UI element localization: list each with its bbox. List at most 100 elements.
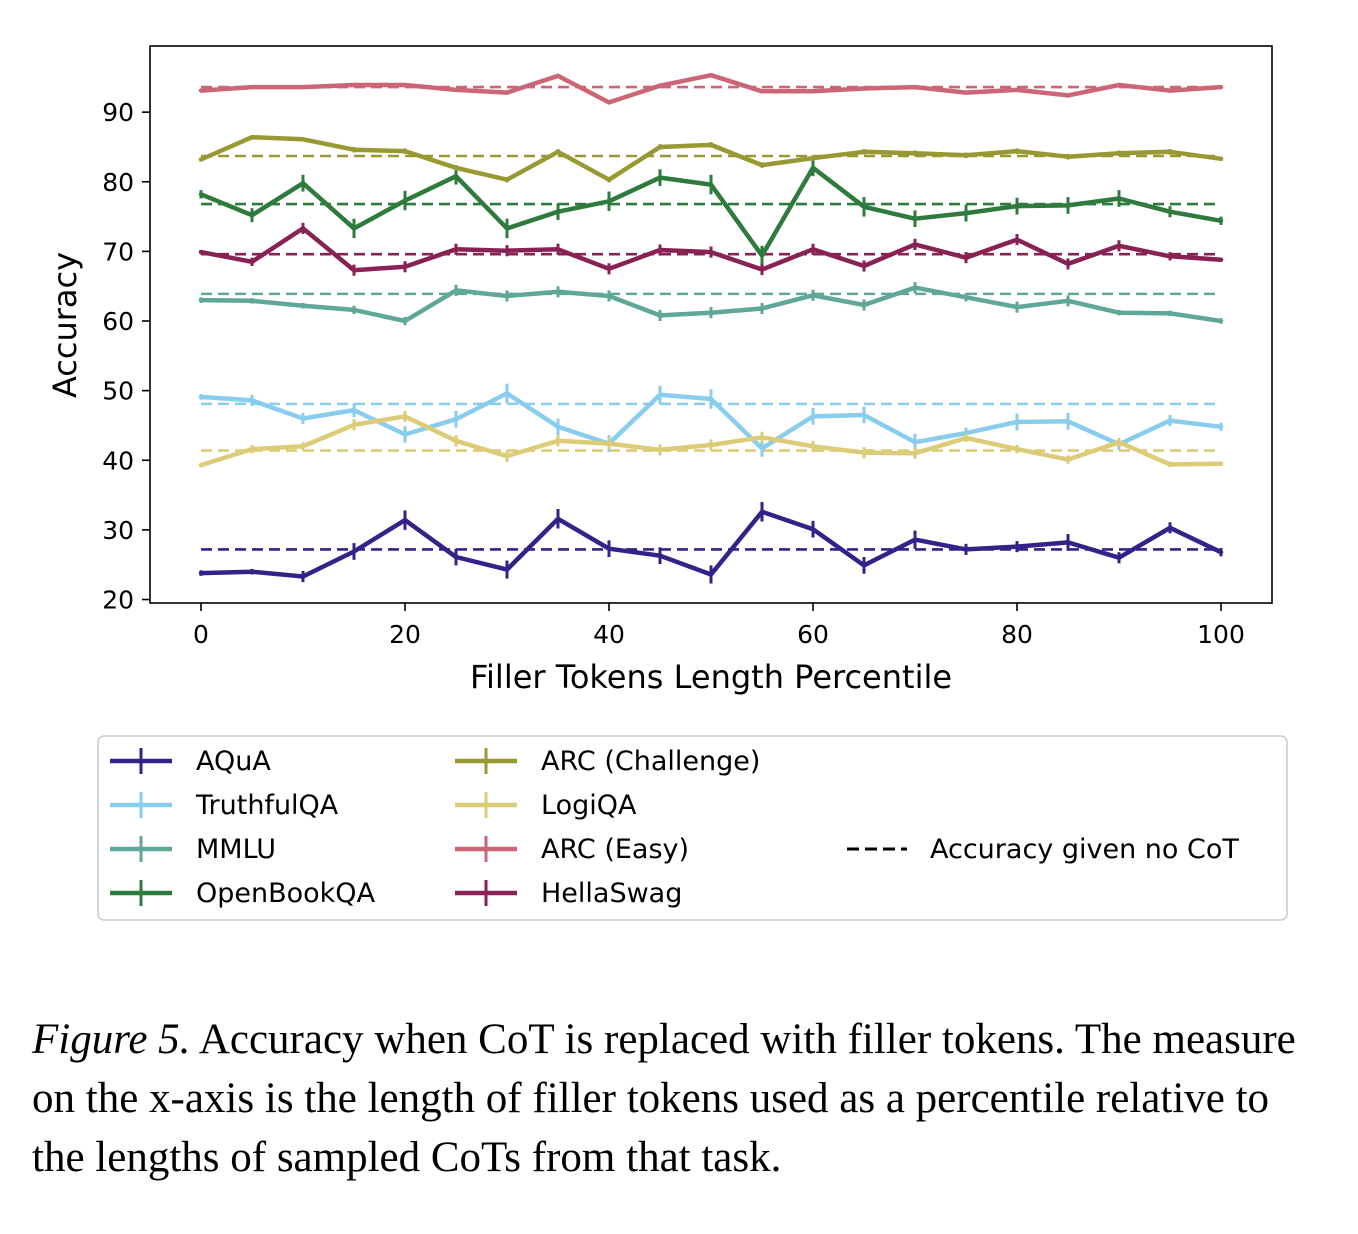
data-point [454,248,458,251]
series-mmlu [198,282,1224,326]
data-point [301,304,305,307]
data-point [964,256,968,259]
y-tick-label: 40 [102,446,134,475]
data-point [454,88,458,92]
data-point [352,227,356,230]
y-tick-label: 80 [102,168,134,197]
data-point [403,83,407,87]
data-point [760,254,764,257]
data-point [1117,556,1121,559]
legend-label: HellaSwag [541,878,682,909]
data-point [658,84,662,87]
data-point [1117,311,1121,314]
data-point [505,568,509,571]
data-point [709,311,713,314]
x-tick-label: 40 [593,620,625,649]
data-point [811,445,815,448]
data-point [811,166,815,170]
data-point [250,85,254,89]
data-point [913,452,917,455]
data-point [352,308,356,312]
data-point [1219,157,1223,160]
data-point [913,217,917,220]
data-point [505,249,509,252]
data-point [913,286,917,289]
data-point [607,200,611,203]
data-point [1015,149,1019,153]
data-point [607,294,611,298]
data-point [1219,319,1223,323]
data-point [1066,262,1070,266]
data-point [811,415,815,418]
legend-label: LogiQA [541,790,637,821]
data-point [1168,526,1172,530]
data-point [1015,545,1019,548]
data-point [403,149,407,153]
y-axis-ticks: 20 30 40 50 60 70 80 90 [102,98,150,615]
figure-caption: Figure 5. Accuracy when CoT is replaced … [32,1010,1322,1187]
data-point [352,148,356,151]
data-point [1066,155,1070,158]
data-point [199,463,203,467]
data-point [301,417,305,420]
data-point [709,250,713,254]
data-point [658,248,662,252]
y-tick-label: 50 [102,377,134,406]
data-point [709,397,713,401]
data-point [913,85,917,89]
data-point [1219,85,1223,89]
data-point [1168,463,1172,466]
data-point [709,443,713,447]
data-point [352,408,356,412]
data-point [505,392,509,395]
x-tick-label: 20 [389,620,421,649]
legend-item-mmlu: MMLU [110,834,276,865]
plot-frame [149,45,1273,604]
data-point [1168,419,1172,422]
x-tick-label: 100 [1197,620,1245,649]
data-point [199,571,203,575]
data-point [1219,219,1223,222]
data-point [556,210,560,213]
data-point [760,436,764,439]
data-point [403,319,407,323]
data-point [964,548,968,551]
data-point [1219,425,1223,429]
data-point [760,163,764,167]
data-point [199,298,203,302]
data-point [811,527,815,531]
data-point [1168,255,1172,258]
data-point [505,454,509,458]
data-point [1117,152,1121,155]
data-point [964,436,968,440]
data-point [403,199,407,202]
data-point [505,227,509,230]
data-point [352,550,356,553]
data-point [403,265,407,268]
data-point [964,296,968,299]
data-point [199,250,203,254]
data-point [760,268,764,271]
data-point [913,243,917,246]
data-point [1168,150,1172,154]
y-tick-label: 20 [102,586,134,615]
series-truthfulqa [198,383,1224,457]
data-point [1219,550,1223,554]
data-point [1066,541,1070,544]
legend-label: ARC (Easy) [541,834,689,865]
data-point [556,150,560,154]
data-point [1015,204,1019,208]
legend: AQuA TruthfulQA MMLU OpenBookQA ARC (Challen… [97,735,1288,921]
data-point [352,423,356,426]
x-axis-ticks: 0 20 40 60 80 100 [193,603,1245,649]
data-point [1168,210,1172,213]
data-point [454,439,458,442]
series-hellaswag [198,222,1224,276]
data-point [1168,312,1172,315]
series-openbookqa [198,159,1224,266]
data-point [658,448,662,452]
legend-label: TruthfulQA [195,790,339,821]
data-point [709,74,713,77]
data-point [556,248,560,251]
y-tick-label: 30 [102,516,134,545]
